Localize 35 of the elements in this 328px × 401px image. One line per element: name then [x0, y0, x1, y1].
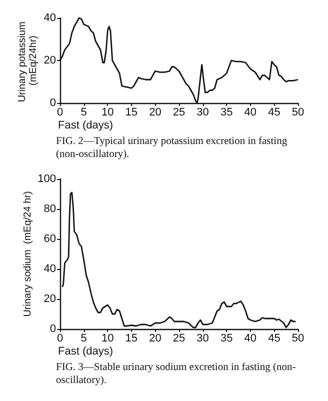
x-tick-label: 50 [292, 106, 304, 118]
x-axis-title: Fast (days) [58, 120, 114, 132]
x-tick-label: 15 [125, 106, 138, 118]
x-tick-label: 5 [80, 106, 87, 118]
y-tick-label: 0 [50, 323, 56, 335]
x-tick-label: 25 [172, 332, 186, 344]
x-tick-label: 30 [196, 332, 209, 344]
caption: FIG. 3—Stable urinary sodium excretion in fasting (non-oscillatory). [55, 361, 297, 387]
x-tick-label: 15 [125, 332, 138, 344]
y-tick-label: 20 [44, 293, 56, 305]
x-tick-label: 25 [172, 106, 186, 118]
x-tick-label: 20 [149, 106, 162, 118]
y-tick-label: 0 [50, 97, 56, 109]
x-tick-label: 10 [101, 106, 114, 118]
y-tick-label: 40 [44, 12, 56, 24]
x-tick-label: 35 [220, 332, 233, 344]
x-tick-label: 50 [292, 332, 304, 344]
y-tick-label: 20 [44, 54, 56, 66]
x-tick-label: 40 [244, 106, 257, 118]
x-axis-title: Fast (days) [58, 346, 114, 358]
x-tick-label: 45 [268, 332, 280, 344]
y-axis-title: Urinary potassium (mEq/24hr) [17, 18, 39, 102]
x-tick-label: 20 [149, 332, 162, 344]
x-tick-label: 40 [244, 332, 257, 344]
x-tick-label: 10 [101, 332, 114, 344]
y-tick-label: 40 [44, 263, 56, 275]
x-tick-label: 35 [220, 106, 233, 118]
x-tick-label: 30 [196, 106, 209, 118]
caption: FIG. 2—Typical urinary potassium excretion in fasting (non-oscillatory). [55, 135, 288, 161]
y-tick-label: 80 [44, 203, 56, 215]
x-tick-label: 45 [268, 106, 280, 118]
x-tick-label: 5 [80, 332, 87, 344]
y-axis-title: Urinary sodium (mEq/24 hr) [22, 191, 34, 317]
y-tick-label: 60 [44, 233, 56, 245]
y-tick-label: 100 [38, 173, 56, 185]
